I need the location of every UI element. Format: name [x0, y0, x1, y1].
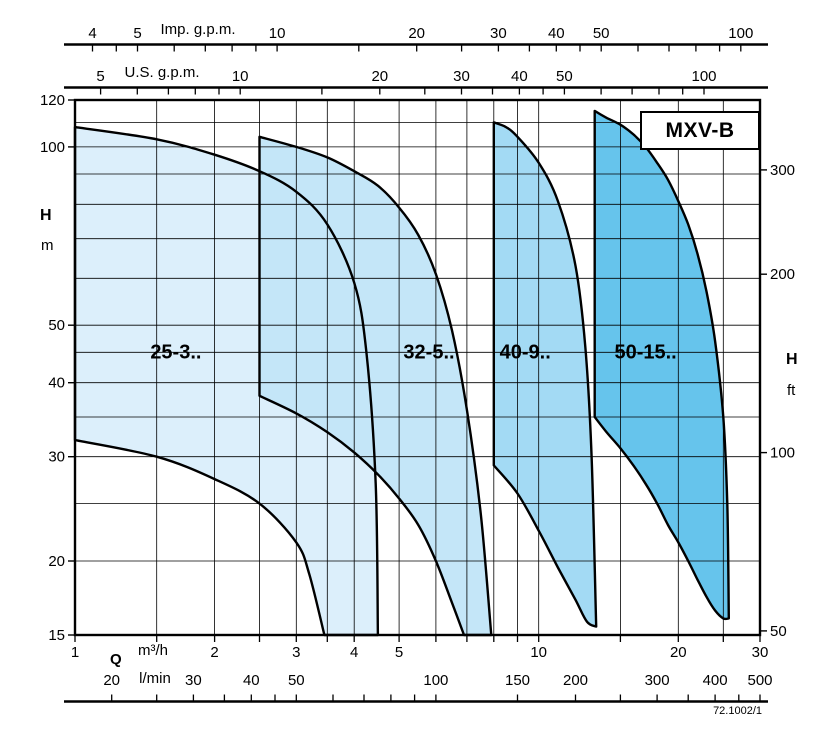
top-axis-tick-label: 40: [511, 68, 528, 85]
y2-axis-quantity-label: H: [786, 351, 798, 368]
envelope-outline-2: [258, 135, 493, 637]
lmin-tick-label: 20: [103, 672, 120, 689]
y2-axis-tick-label: 200: [770, 266, 795, 283]
y-axis-unit-label: m: [41, 237, 54, 254]
drawing-code: 72.1002/1: [713, 705, 762, 717]
top-axis-tick-label: 4: [88, 25, 96, 42]
top-axis-tick-label: 5: [133, 25, 141, 42]
top-axis-tick-label: 50: [556, 68, 573, 85]
top-axis-tick-label: 40: [548, 25, 565, 42]
envelope-fill-2: [259, 136, 492, 636]
lmin-tick-label: 30: [185, 672, 202, 689]
y-axis-tick-label: 40: [48, 375, 65, 392]
plot-border: [73, 98, 762, 637]
x-axis-tick-label: 1: [71, 644, 79, 661]
top-axis-tick-label: 10: [232, 68, 249, 85]
chart-title-box: MXV-B: [640, 111, 760, 150]
top-axis-tick-label: 20: [371, 68, 388, 85]
y-axis-tick-label: 20: [48, 553, 65, 570]
envelope-label-1: 25-3..: [150, 341, 201, 363]
top-axis-tick-label: 30: [453, 68, 470, 85]
top-axis-tick-label: 5: [96, 68, 104, 85]
y-axis-tick-label: 120: [40, 92, 65, 109]
y-axis-tick-label: 30: [48, 449, 65, 466]
envelope-label-4: 50-15..: [614, 341, 676, 363]
y2-axis-unit-label: ft: [787, 382, 796, 399]
y-axis-tick-label: 50: [48, 317, 65, 334]
x-axis-tick-label: 2: [210, 644, 218, 661]
flow-unit-lmin-label: l/min: [139, 670, 171, 687]
envelope-fill-3: [493, 122, 597, 627]
y-axis-quantity-label: H: [40, 207, 52, 224]
lmin-tick-label: 300: [645, 672, 670, 689]
lmin-tick-label: 200: [563, 672, 588, 689]
lmin-tick-label: 500: [747, 672, 772, 689]
x-axis-tick-label: 10: [530, 644, 547, 661]
lmin-tick-label: 40: [243, 672, 260, 689]
x-axis-tick-label: 4: [350, 644, 358, 661]
top-axis-tick-label: 100: [691, 68, 716, 85]
flow-quantity-label: Q: [110, 651, 122, 668]
chart-title: MXV-B: [665, 118, 735, 142]
y-axis-tick-label: 15: [48, 627, 65, 644]
lmin-tick-label: 150: [505, 672, 530, 689]
y2-axis-tick-label: 50: [770, 623, 787, 640]
x-axis-tick-label: 3: [292, 644, 300, 661]
envelope-outline-3: [492, 121, 598, 628]
top-axis-tick-label: 100: [728, 25, 753, 42]
lmin-tick-label: 400: [703, 672, 728, 689]
top-axis-label-us-gpm: U.S. g.p.m.: [124, 64, 200, 81]
envelope-outline-1: [73, 125, 380, 637]
y-axis-tick-label: 100: [40, 139, 65, 156]
envelope-outline-4: [593, 109, 730, 621]
y2-axis-tick-label: 300: [770, 162, 795, 179]
lmin-tick-label: 100: [423, 672, 448, 689]
y2-axis-tick-label: 100: [770, 445, 795, 462]
envelope-label-2: 32-5..: [403, 341, 454, 363]
top-axis-tick-label: 30: [490, 25, 507, 42]
x-axis-tick-label: 30: [752, 644, 769, 661]
x-axis-tick-label: 20: [670, 644, 687, 661]
envelope-fill-4: [594, 110, 729, 619]
top-axis-tick-label: 10: [269, 25, 286, 42]
top-axis-tick-label: 20: [408, 25, 425, 42]
lmin-tick-label: 50: [288, 672, 305, 689]
top-axis-tick-label: 50: [593, 25, 610, 42]
x-axis-tick-label: 5: [395, 644, 403, 661]
flow-unit-m3h-label: m³/h: [138, 642, 168, 659]
top-axis-label-imp-gpm: Imp. g.p.m.: [160, 21, 236, 38]
envelope-label-3: 40-9..: [500, 341, 551, 363]
